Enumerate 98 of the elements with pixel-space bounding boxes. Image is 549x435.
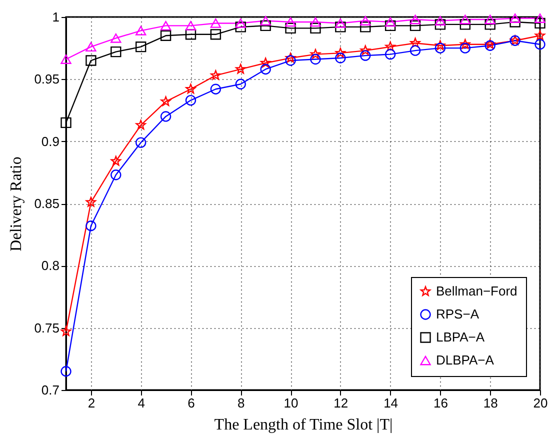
- x-tick-label: 4: [138, 396, 145, 410]
- y-tick-label: 0.9: [41, 134, 60, 149]
- point: [460, 42, 470, 54]
- point: [434, 19, 446, 30]
- point: [434, 42, 446, 54]
- point: [185, 94, 196, 106]
- point: [260, 58, 271, 68]
- point: [410, 14, 421, 24]
- point: [360, 45, 370, 56]
- point: [534, 30, 546, 40]
- point: [534, 18, 546, 29]
- x-tick-label: 18: [483, 396, 498, 410]
- point: [310, 54, 321, 65]
- point: [60, 117, 72, 128]
- point: [435, 40, 446, 50]
- point: [534, 14, 546, 23]
- point: [235, 22, 246, 32]
- point: [285, 52, 296, 62]
- point: [136, 120, 146, 130]
- y-tick-label: 0.7: [41, 382, 60, 398]
- point: [534, 39, 546, 50]
- x-axis-title: The Length of Time Slot |T|: [214, 416, 393, 434]
- point: [136, 137, 146, 148]
- point: [86, 196, 96, 207]
- point: [160, 96, 171, 106]
- point: [260, 20, 271, 32]
- point: [410, 38, 420, 48]
- point: [384, 20, 396, 32]
- y-tick-label: 1: [52, 10, 60, 24]
- point: [434, 16, 446, 26]
- point: [210, 84, 222, 94]
- point: [335, 52, 346, 64]
- x-tick-label: 14: [384, 396, 398, 410]
- point: [285, 55, 296, 66]
- point: [385, 41, 396, 52]
- point: [310, 17, 321, 27]
- point: [335, 48, 346, 58]
- legend-label: RPS−A: [436, 306, 480, 322]
- y-axis-title: Delivery Ratio: [8, 156, 26, 252]
- point: [185, 20, 196, 30]
- x-tick-label: 6: [188, 396, 195, 410]
- point: [160, 30, 172, 41]
- point: [210, 18, 222, 28]
- point: [60, 366, 72, 377]
- x-tick-label: 20: [533, 396, 548, 410]
- point: [335, 22, 346, 32]
- point: [86, 42, 96, 52]
- point: [285, 17, 296, 27]
- point: [360, 50, 371, 61]
- point: [510, 14, 520, 23]
- legend-label: DLBPA−A: [436, 352, 494, 368]
- point: [410, 20, 421, 32]
- point: [136, 41, 146, 52]
- point: [384, 48, 396, 60]
- x-tick-label: 12: [334, 396, 348, 410]
- point: [460, 19, 470, 30]
- point: [310, 22, 321, 34]
- point: [384, 17, 396, 27]
- point: [186, 84, 196, 94]
- point: [310, 48, 321, 59]
- point: [60, 326, 72, 336]
- point: [510, 16, 520, 28]
- point: [86, 220, 96, 232]
- x-tick-label: 2: [88, 396, 96, 410]
- point: [160, 111, 172, 122]
- point: [110, 46, 122, 58]
- point: [86, 55, 96, 66]
- y-tick-label: 0.75: [34, 320, 60, 336]
- point: [260, 64, 271, 75]
- y-tick-label: 0.8: [41, 258, 60, 274]
- point: [110, 156, 122, 166]
- point: [235, 78, 246, 90]
- x-tick-label: 16: [433, 396, 448, 410]
- point: [210, 70, 221, 80]
- point: [235, 18, 246, 28]
- point: [110, 33, 122, 43]
- point: [285, 22, 296, 34]
- legend-label: LBPA−A: [436, 330, 485, 344]
- point: [136, 26, 146, 36]
- point: [260, 16, 271, 26]
- point: [460, 14, 470, 24]
- point: [236, 64, 246, 74]
- point: [335, 18, 346, 28]
- point: [110, 170, 122, 180]
- y-tick-label: 0.95: [34, 72, 60, 87]
- point: [360, 22, 371, 32]
- x-tick-label: 10: [284, 396, 298, 410]
- y-tick-label: 0.85: [34, 196, 60, 211]
- point: [60, 54, 72, 64]
- point: [460, 39, 470, 49]
- point: [210, 29, 222, 40]
- point: [360, 16, 371, 26]
- legend-label: Bellman−Ford: [436, 284, 518, 298]
- point: [410, 45, 421, 56]
- point: [484, 14, 496, 24]
- point: [484, 19, 496, 30]
- point: [160, 20, 172, 30]
- x-tick-label: 8: [238, 396, 245, 410]
